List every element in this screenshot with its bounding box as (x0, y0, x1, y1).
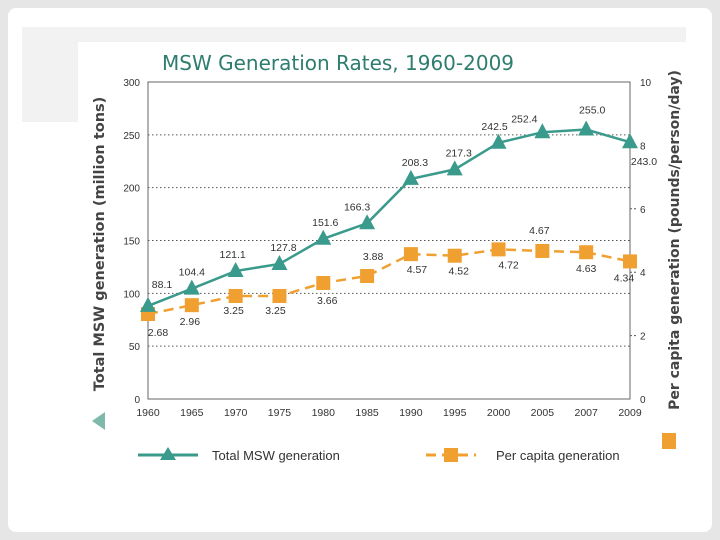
x-tick-label: 1990 (399, 407, 423, 419)
total-msw-marker (271, 254, 288, 270)
legend-total-label: Total MSW generation (212, 448, 340, 463)
per-capita-marker (272, 288, 287, 303)
total-msw-marker (140, 296, 156, 312)
y-tick-label-right: 2 (640, 332, 646, 343)
series-line-total-msw (147, 128, 631, 308)
total-msw-marker (578, 120, 595, 136)
total-msw-marker (534, 123, 551, 139)
y-tick-label-right: 6 (640, 205, 646, 216)
data-label-per-capita: 4.72 (498, 259, 519, 271)
y-axis-left-title: Total MSW generation (million tons) (92, 97, 108, 392)
x-tick-label: 1965 (180, 407, 204, 419)
data-label-per-capita: 4.63 (576, 263, 597, 275)
per-capita-marker (403, 247, 418, 262)
series-line-per-capita (147, 248, 631, 316)
y-tick-label-right: 10 (640, 78, 652, 89)
total-msw-marker (490, 133, 507, 149)
data-label-per-capita: 4.57 (407, 264, 428, 276)
decorative-square-icon (662, 433, 676, 449)
per-capita-marker (579, 245, 594, 260)
total-msw-marker (359, 214, 376, 230)
plot-frame (147, 81, 631, 400)
data-label-per-capita: 3.25 (223, 305, 244, 317)
data-label-per-capita: 2.96 (180, 316, 201, 328)
y-tick-label-left: 200 (123, 184, 140, 195)
y-tick-label-left: 0 (134, 395, 140, 406)
y-tick-label-left: 250 (123, 131, 140, 142)
data-label-per-capita: 2.68 (148, 327, 169, 339)
per-capita-marker (535, 243, 550, 258)
y-tick-label-left: 300 (123, 78, 140, 89)
data-label-per-capita: 3.88 (363, 251, 384, 263)
y-tick-label-right: 8 (640, 141, 646, 152)
x-tick-label: 1995 (443, 407, 467, 419)
chart-title: MSW Generation Rates, 1960-2009 (162, 51, 514, 75)
total-msw-marker (315, 229, 332, 245)
grid-lines (148, 134, 630, 347)
legend-percapita-marker (444, 448, 458, 462)
data-label-per-capita: 4.67 (529, 225, 550, 237)
legend-total-marker (160, 447, 176, 460)
data-label-total-msw: 166.3 (344, 201, 370, 213)
total-msw-marker (183, 279, 200, 295)
data-label-total-msw: 151.6 (312, 217, 338, 229)
x-tick-label: 2005 (531, 407, 555, 419)
y-tick-label-right: 0 (640, 395, 646, 406)
x-tick-label: 2000 (487, 407, 511, 419)
data-label-total-msw: 243.0 (631, 156, 657, 168)
y-tick-label-left: 50 (129, 342, 141, 353)
data-label-total-msw: 208.3 (402, 157, 428, 169)
x-tick-label: 1975 (268, 407, 292, 419)
chart-text: MSW Generation Rates, 1960-2009 Total MS… (92, 51, 683, 410)
total-msw-marker (402, 169, 419, 185)
data-label-total-msw: 127.8 (270, 242, 296, 254)
per-capita-marker (228, 288, 243, 303)
legend: Total MSW generation Per capita generati… (138, 447, 620, 463)
per-capita-marker (316, 275, 331, 290)
data-label-per-capita: 4.52 (449, 266, 470, 278)
data-series (140, 120, 638, 322)
x-tick-label: 2007 (575, 407, 599, 419)
total-msw-marker (227, 262, 244, 278)
y-axis-right-title: Per capita generation (pounds/person/day… (667, 70, 683, 410)
per-capita-marker (360, 269, 375, 284)
data-label-per-capita: 3.25 (265, 305, 286, 317)
x-tick-label: 1970 (224, 407, 248, 419)
data-label-total-msw: 217.3 (446, 147, 472, 159)
y-tick-label-left: 100 (123, 289, 140, 300)
y-tick-label-right: 4 (640, 268, 646, 279)
data-label-total-msw: 242.5 (481, 121, 507, 133)
x-tick-label: 1985 (355, 407, 379, 419)
per-capita-marker (184, 298, 199, 313)
data-label-total-msw: 252.4 (511, 113, 537, 125)
per-capita-marker (623, 254, 637, 269)
x-tick-label: 2009 (618, 407, 642, 419)
axes: 0 50 100 150 200 250 300 0 2 4 6 8 10 1960 1965 1970 197… (123, 78, 651, 419)
data-label-total-msw: 88.1 (152, 279, 173, 291)
total-msw-marker (446, 160, 463, 176)
y-tick-label-left: 150 (123, 237, 140, 248)
data-label-per-capita: 4.34 (614, 272, 635, 284)
total-msw-marker (622, 133, 638, 149)
data-label-total-msw: 121.1 (219, 249, 245, 261)
data-label-per-capita: 3.66 (317, 295, 338, 307)
x-tick-label: 1980 (312, 407, 336, 419)
x-tick-label: 1960 (136, 407, 160, 419)
decorative-arrow-icon (92, 412, 105, 430)
per-capita-marker (491, 242, 506, 257)
legend-percapita-label: Per capita generation (496, 448, 620, 463)
data-labels: 88.1 104.4 121.1 127.8 151.6 166.3 208.3 217.3 2… (148, 105, 658, 339)
data-label-total-msw: 255.0 (579, 105, 605, 117)
per-capita-marker (447, 248, 462, 263)
msw-chart: 0 50 100 150 200 250 300 0 2 4 6 8 10 1960 1965 1970 197… (92, 51, 683, 463)
data-label-total-msw: 104.4 (179, 267, 205, 279)
